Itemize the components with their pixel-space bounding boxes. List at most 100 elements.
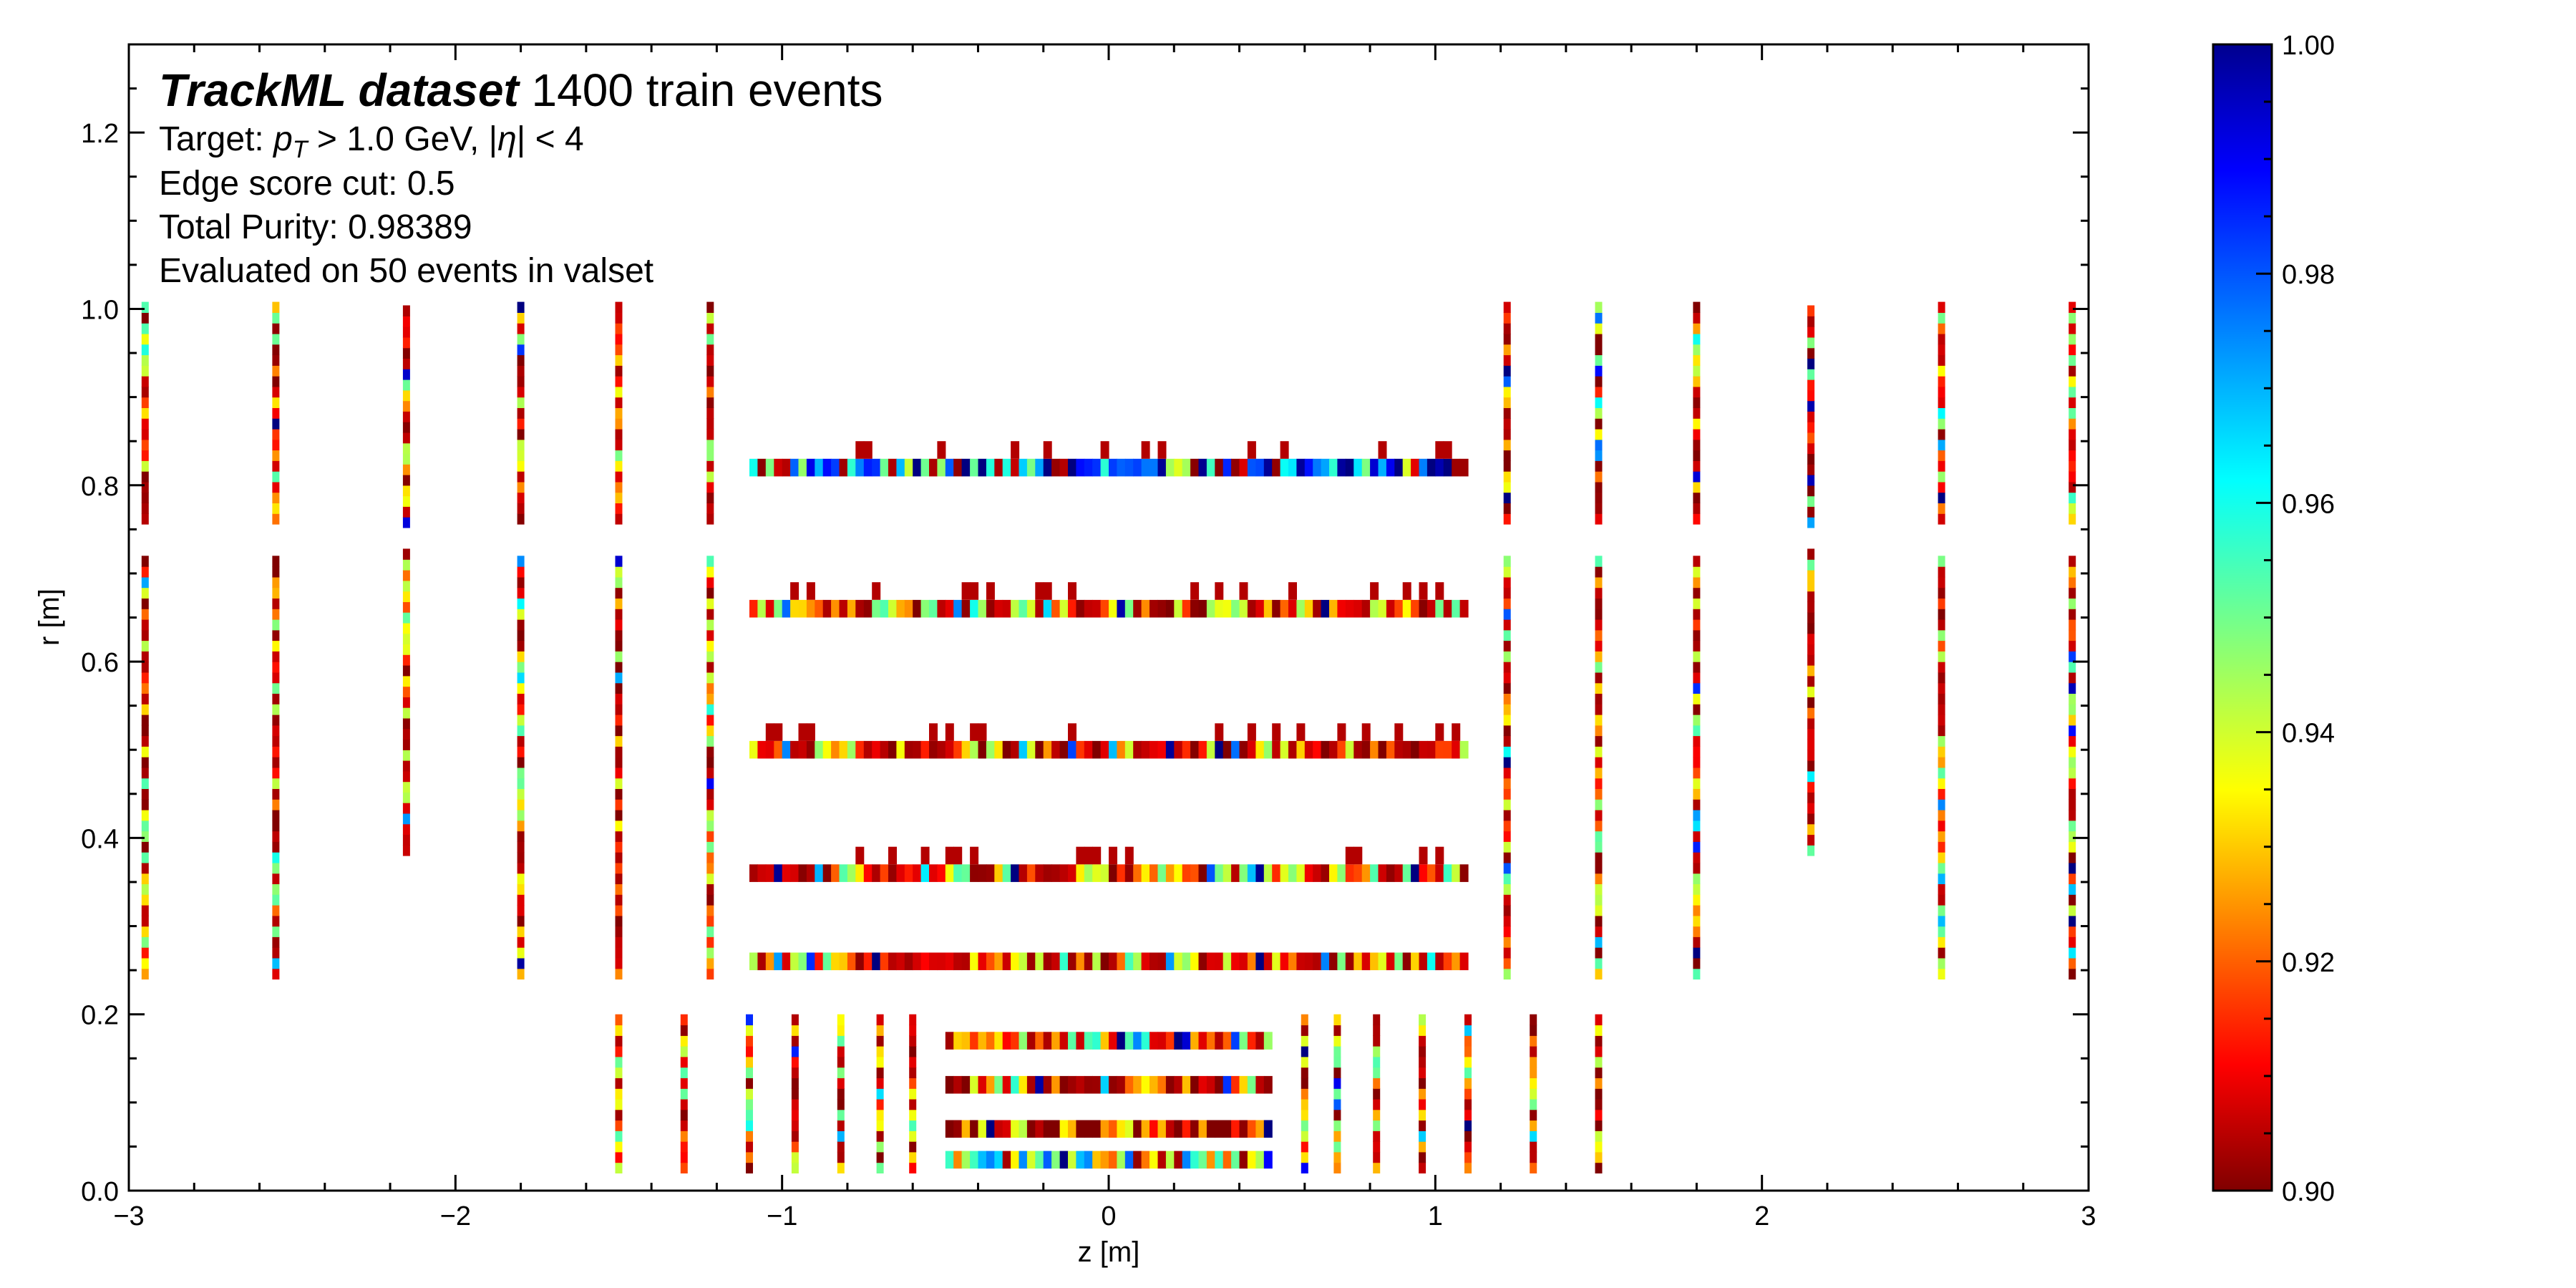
heatmap-cell <box>961 582 971 600</box>
heatmap-cell <box>1109 1120 1117 1138</box>
heatmap-cell <box>746 1130 753 1142</box>
heatmap-cell <box>1938 957 1945 969</box>
heatmap-cell <box>517 862 525 874</box>
heatmap-cell <box>791 1067 799 1078</box>
heatmap-cell <box>2069 725 2076 737</box>
heatmap-cell <box>1255 1032 1265 1050</box>
heatmap-cell <box>272 799 280 810</box>
heatmap-cell <box>1503 492 1511 503</box>
heatmap-cell <box>1304 952 1313 971</box>
heatmap-cell <box>1100 740 1109 759</box>
heatmap-cell <box>855 864 865 882</box>
heatmap-cell <box>680 1098 688 1110</box>
heatmap-cell <box>798 599 807 618</box>
heatmap-cell <box>994 599 1003 618</box>
heatmap-cell <box>272 471 280 483</box>
heatmap-cell <box>272 439 280 451</box>
heatmap-cell <box>141 735 149 747</box>
heatmap-cell <box>953 864 963 882</box>
heatmap-cell <box>2069 609 2076 620</box>
heatmap-cell <box>961 1120 971 1138</box>
heatmap-cell <box>1938 778 1945 789</box>
heatmap-cell <box>1807 475 1815 486</box>
heatmap-cell <box>1231 458 1240 477</box>
heatmap-cell <box>1693 333 1701 345</box>
heatmap-cell <box>272 598 280 609</box>
x-tick-label: 2 <box>1754 1201 1769 1231</box>
heatmap-cell <box>1530 1109 1537 1121</box>
heatmap-cell <box>1386 740 1395 759</box>
heatmap-cell <box>1419 1141 1426 1153</box>
heatmap-cell <box>2069 915 2076 927</box>
heatmap-cell <box>1443 864 1452 882</box>
heatmap-cell <box>141 450 149 461</box>
heatmap-cell <box>837 1141 845 1153</box>
heatmap-cell <box>1807 697 1815 708</box>
heatmap-cell <box>1215 1120 1224 1138</box>
heatmap-cell <box>909 1151 917 1163</box>
heatmap-cell <box>1304 599 1313 618</box>
heatmap-cell <box>1459 864 1469 882</box>
heatmap-cell <box>141 609 149 620</box>
heatmap-cell <box>1807 326 1815 338</box>
heatmap-cell <box>1503 481 1511 493</box>
heatmap-cell <box>1503 619 1511 631</box>
heatmap-cell <box>782 458 791 477</box>
heatmap-cell <box>876 1056 884 1068</box>
heatmap-cell <box>1503 503 1511 514</box>
heatmap-cell <box>1100 599 1109 618</box>
colorbar-tick-label: 0.94 <box>2282 719 2335 749</box>
heatmap-cell <box>791 1056 799 1068</box>
heatmap-cell <box>1353 458 1363 477</box>
heatmap-cell <box>1503 598 1511 609</box>
heatmap-cell <box>1345 740 1354 759</box>
heatmap-cell <box>953 458 963 477</box>
heatmap-cell <box>517 587 525 599</box>
heatmap-cell <box>1288 864 1297 882</box>
heatmap-cell <box>920 458 930 477</box>
heatmap-cell <box>1693 344 1701 356</box>
heatmap-cell <box>1247 1032 1256 1050</box>
heatmap-cell <box>1288 952 1297 971</box>
heatmap-cell <box>706 883 714 895</box>
heatmap-cell <box>1419 1046 1426 1057</box>
heatmap-cell <box>1133 864 1142 882</box>
heatmap-cell <box>706 693 714 704</box>
heatmap-cell <box>1693 587 1701 599</box>
heatmap-cell <box>1693 386 1701 398</box>
heatmap-cell <box>1807 834 1815 846</box>
heatmap-cell <box>272 354 280 366</box>
heatmap-cell <box>615 598 623 609</box>
heatmap-cell <box>1693 672 1701 684</box>
heatmap-cell <box>970 864 979 882</box>
heatmap-cell <box>1503 354 1511 366</box>
heatmap-cell <box>888 952 897 971</box>
heatmap-cell <box>1373 1067 1381 1078</box>
heatmap-cell <box>1215 458 1224 477</box>
heatmap-cell <box>1503 778 1511 789</box>
heatmap-cell <box>1092 952 1102 971</box>
heatmap-cell <box>141 778 149 789</box>
heatmap-cell <box>1938 799 1945 810</box>
heatmap-cell <box>1419 1056 1426 1068</box>
heatmap-cell <box>904 864 913 882</box>
heatmap-cell <box>141 354 149 366</box>
heatmap-cell <box>1157 1075 1167 1094</box>
heatmap-cell <box>402 464 410 475</box>
heatmap-cell <box>615 757 623 768</box>
heatmap-cell <box>1503 365 1511 377</box>
heatmap-cell <box>1595 957 1603 969</box>
heatmap-cell <box>1530 1088 1537 1100</box>
heatmap-cell <box>517 799 525 810</box>
heatmap-cell <box>815 740 824 759</box>
heatmap-cell <box>272 778 280 789</box>
heatmap-cell <box>141 715 149 726</box>
heatmap-cell <box>2069 693 2076 704</box>
heatmap-cell <box>615 1098 623 1110</box>
heatmap-cell <box>1165 1032 1175 1050</box>
heatmap-cell <box>2069 354 2076 366</box>
heatmap-cell <box>1182 740 1191 759</box>
target-mid: > 1.0 GeV, | <box>308 120 498 158</box>
heatmap-cell <box>402 803 410 814</box>
heatmap-cell <box>1100 1120 1109 1138</box>
